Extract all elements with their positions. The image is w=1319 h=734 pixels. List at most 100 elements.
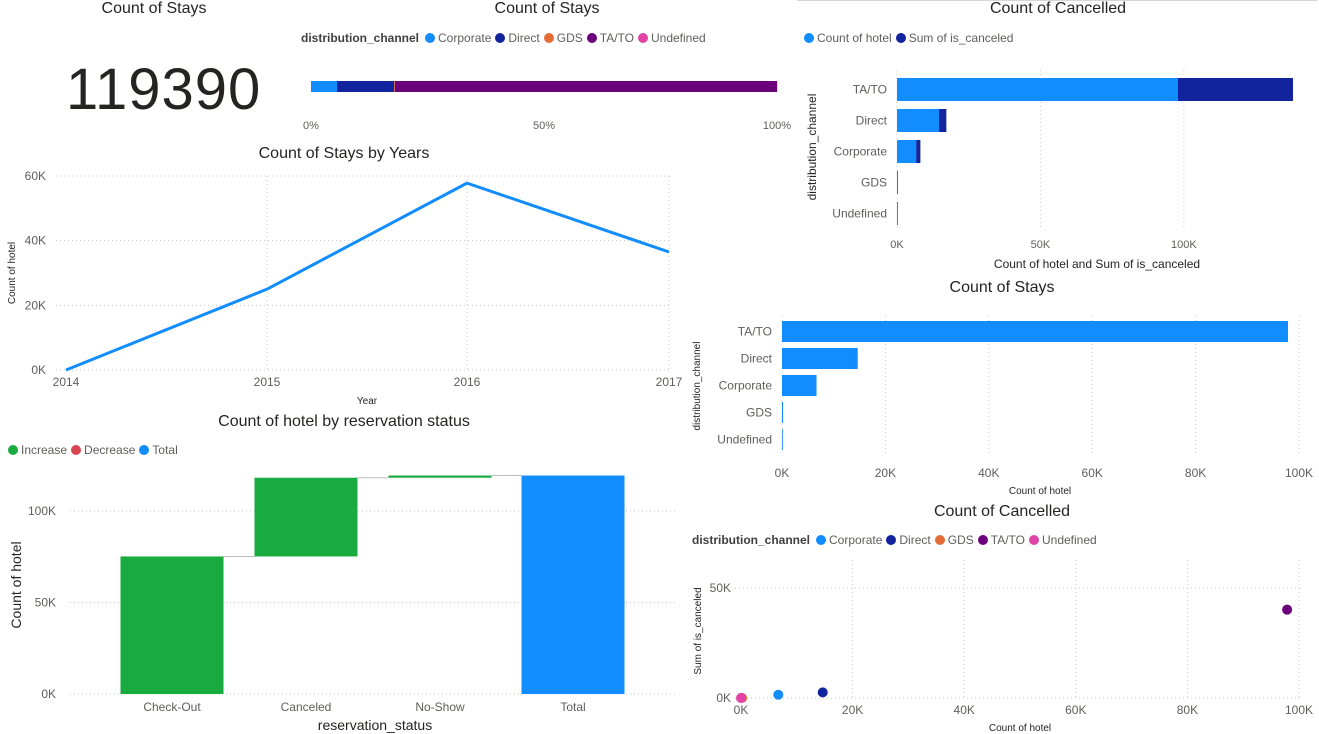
x-tick-label: 50%: [533, 120, 555, 132]
legend-item-corporate[interactable]: Corporate: [816, 533, 882, 547]
legend-item-ta-to[interactable]: TA/TO: [977, 533, 1025, 547]
waterfall-title: Count of hotel by reservation status: [218, 413, 470, 430]
stacked-segment-ta-to[interactable]: [394, 81, 777, 92]
bar-count-of-hotel[interactable]: [782, 348, 858, 369]
cancelled-bar-legend[interactable]: Count of hotel Sum of is_canceled: [804, 31, 1017, 45]
x-tick-label: 40K: [978, 466, 999, 480]
scatter-point-direct[interactable]: [817, 687, 828, 698]
bar-count-of-hotel[interactable]: [897, 109, 940, 132]
legend-item-ta-to[interactable]: TA/TO: [586, 31, 634, 45]
legend-dot-icon: [586, 33, 597, 43]
stays-bar-title: Count of Stays: [949, 279, 1055, 296]
legend-label: Corporate: [438, 31, 492, 45]
x-tick-label: 40K: [954, 703, 975, 717]
category-label: Direct: [856, 114, 888, 128]
waterfall-bar-total[interactable]: [521, 475, 625, 694]
legend-item-gds[interactable]: GDS: [543, 31, 583, 45]
stacked-segment-gds[interactable]: [394, 81, 395, 92]
bar-sum-is-canceled[interactable]: [939, 109, 947, 132]
legend-label: TA/TO: [599, 31, 634, 45]
bar-count-of-hotel[interactable]: [897, 78, 1178, 101]
waterfall-legend[interactable]: Increase Decrease Total: [8, 443, 182, 457]
legend-label: Direct: [508, 31, 540, 45]
legend-dot-icon: [495, 33, 506, 43]
legend-item-increase[interactable]: Increase: [8, 443, 67, 457]
x-tick-label: 20K: [842, 703, 863, 717]
legend-dot-icon: [886, 535, 897, 545]
x-tick-label: 2017: [656, 375, 683, 389]
bar-count-of-hotel[interactable]: [782, 321, 1288, 342]
legend-dot-icon: [543, 33, 554, 43]
x-axis-title: Count of hotel: [989, 723, 1051, 734]
scatter-point-ta-to[interactable]: [1282, 604, 1293, 615]
legend-item-decrease[interactable]: Decrease: [71, 443, 135, 457]
bar-count-of-hotel[interactable]: [897, 171, 898, 194]
x-tick-label: 0K: [734, 703, 749, 717]
bar-sum-is-canceled[interactable]: [916, 140, 921, 163]
stacked-segment-corporate[interactable]: [311, 81, 338, 92]
bar-count-of-hotel[interactable]: [782, 375, 817, 396]
legend-item-count-of-hotel[interactable]: Count of hotel: [804, 31, 892, 45]
y-tick-label: 100K: [28, 504, 56, 518]
legend-item-direct[interactable]: Direct: [886, 533, 931, 547]
legend-item-sum-of-is-canceled[interactable]: Sum of is_canceled: [895, 31, 1013, 45]
legend-label: Undefined: [1041, 533, 1097, 547]
x-tick-label: Check-Out: [143, 700, 201, 714]
legend-dot-icon: [71, 445, 82, 455]
scatter-legend[interactable]: distribution_channel Corporate Direct GDS TA…: [692, 533, 1101, 547]
legend-dot-icon: [637, 33, 648, 43]
x-tick-label: 60K: [1065, 703, 1086, 717]
x-tick-label: 100K: [1285, 703, 1313, 717]
legend-item-direct[interactable]: Direct: [495, 31, 540, 45]
category-label: Corporate: [834, 145, 888, 159]
legend-dot-icon: [804, 33, 814, 43]
line-chart-title: Count of Stays by Years: [258, 145, 430, 162]
bar-count-of-hotel[interactable]: [897, 140, 917, 163]
visual-frame-border: [797, 0, 1317, 3]
legend-item-corporate[interactable]: Corporate: [425, 31, 491, 45]
legend-item-undefined[interactable]: Undefined: [637, 31, 706, 45]
y-tick-label: 50K: [35, 596, 56, 610]
stacked-bar-legend[interactable]: distribution_channel Corporate Direct GDS TA…: [301, 31, 710, 45]
legend-label: Increase: [21, 443, 68, 457]
legend-label: Decrease: [84, 443, 136, 457]
x-tick-label: 100%: [763, 120, 791, 132]
y-tick-label: 0K: [716, 691, 731, 705]
x-tick-label: 2016: [454, 375, 481, 389]
y-axis-title: distribution_channel: [692, 342, 703, 431]
y-axis-title: Sum of is_canceled: [693, 587, 704, 674]
y-axis-title: Count of hotel: [7, 242, 18, 304]
scatter-point-undefined[interactable]: [736, 692, 747, 703]
category-label: TA/TO: [853, 83, 887, 97]
legend-title: distribution_channel: [301, 31, 420, 45]
scatter-title: Count of Cancelled: [933, 503, 1071, 520]
legend-dot-icon: [895, 33, 906, 43]
bar-sum-is-canceled[interactable]: [1177, 78, 1293, 101]
x-tick-label: 2014: [53, 375, 80, 389]
waterfall-bar-no-show[interactable]: [388, 475, 492, 478]
line-series-count-of-hotel[interactable]: [65, 181, 670, 372]
category-label: GDS: [746, 406, 772, 420]
waterfall-bar-check-out[interactable]: [120, 556, 224, 694]
legend-dot-icon: [139, 445, 150, 455]
x-tick-label: 80K: [1185, 466, 1206, 480]
waterfall-bar-canceled[interactable]: [254, 477, 358, 557]
legend-item-gds[interactable]: GDS: [934, 533, 974, 547]
legend-label: Undefined: [650, 31, 706, 45]
y-tick-label: 0K: [41, 687, 56, 701]
bar-count-of-hotel[interactable]: [897, 202, 898, 225]
x-tick-label: 100K: [1171, 239, 1197, 251]
scatter-point-gds[interactable]: [737, 692, 748, 703]
legend-item-undefined[interactable]: Undefined: [1028, 533, 1097, 547]
y-tick-label: 20K: [25, 298, 46, 312]
scatter-point-corporate[interactable]: [773, 689, 784, 700]
bar-count-of-hotel[interactable]: [782, 429, 783, 450]
legend-dot-icon: [934, 535, 945, 545]
card-value[interactable]: 119390: [66, 57, 262, 122]
legend-item-total[interactable]: Total: [139, 443, 178, 457]
stacked-segment-direct[interactable]: [337, 81, 395, 92]
y-tick-label: 50K: [710, 581, 731, 595]
bar-count-of-hotel[interactable]: [782, 402, 783, 423]
x-axis-title: Year: [357, 396, 378, 407]
x-tick-label: Canceled: [281, 700, 332, 714]
